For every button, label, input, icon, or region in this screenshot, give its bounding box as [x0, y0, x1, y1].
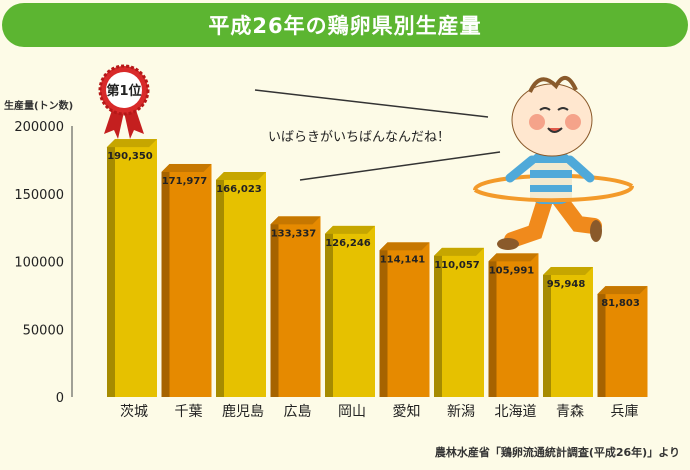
bar-千葉: 171,977: [161, 163, 212, 397]
y-tick-label: 200000: [14, 120, 64, 135]
speech-line-bottom: [299, 151, 501, 181]
x-tick-label: 北海道: [495, 404, 537, 420]
bar-top: [161, 163, 212, 172]
bar-value-label: 105,991: [489, 265, 535, 276]
kid-illustration: [473, 76, 634, 250]
bar-兵庫: 81,803: [597, 286, 648, 397]
bar-front: [224, 172, 266, 397]
bar-front: [169, 163, 212, 397]
kid-leg-back: [504, 192, 553, 248]
bar-value-label: 126,246: [325, 238, 371, 249]
kid-eye-right: [557, 107, 569, 111]
badge-ribbon-right: [124, 110, 144, 139]
bar-top: [325, 225, 375, 234]
bar-top: [107, 139, 157, 148]
kid-eye-left: [539, 107, 551, 111]
speech-text: いばらきがいちばんなんだね！: [268, 130, 450, 145]
hula-hoop-front: [473, 185, 634, 203]
bar-side: [434, 247, 442, 397]
y-tick-label: 150000: [14, 188, 64, 203]
bar-top: [216, 172, 266, 181]
speech-line-top: [254, 89, 489, 118]
bar-top: [434, 247, 484, 256]
x-tick-label: 兵庫: [611, 403, 639, 420]
bars-group: 190,350 171,977 166,023 133,337 126,246 114,1…: [107, 139, 648, 397]
kid-hair: [528, 76, 578, 93]
kid-arm-right: [565, 155, 595, 183]
first-place-badge: 第1位: [98, 64, 150, 139]
bar-value-label: 133,337: [271, 228, 317, 239]
bar-top: [597, 286, 648, 295]
kid-mouth: [547, 127, 563, 133]
x-tick-label: 広島: [284, 404, 312, 420]
bar-side: [270, 216, 279, 397]
x-tick-label: 千葉: [175, 404, 203, 420]
bar-side: [325, 225, 333, 397]
x-tick-label: 愛知: [393, 403, 421, 420]
bar-front: [551, 266, 593, 397]
bar-新潟: 110,057: [434, 247, 484, 397]
bar-front: [278, 216, 321, 397]
bar-side: [488, 253, 497, 397]
bar-front: [333, 225, 375, 397]
x-tick-label: 青森: [556, 404, 584, 420]
x-tick-label: 新潟: [447, 404, 475, 420]
bar-鹿児島: 166,023: [216, 172, 266, 397]
x-tick-label: 茨城: [120, 404, 148, 420]
bar-愛知: 114,141: [379, 242, 430, 397]
badge-label: 第1位: [106, 83, 141, 99]
y-tick-label: 50000: [23, 323, 64, 338]
bar-value-label: 114,141: [380, 254, 426, 265]
bar-岡山: 126,246: [325, 225, 375, 397]
bar-茨城: 190,350: [107, 139, 157, 397]
kid-shirt-stripe-2: [530, 178, 572, 185]
bar-top: [270, 216, 321, 225]
bar-side: [543, 266, 551, 397]
bar-value-label: 190,350: [107, 151, 153, 162]
bar-広島: 133,337: [270, 216, 321, 397]
kid-arm-left: [505, 155, 537, 183]
bar-top: [488, 253, 539, 262]
bar-side: [379, 242, 388, 397]
bar-front: [605, 286, 648, 397]
bar-value-label: 110,057: [434, 260, 480, 271]
y-axis-ticks: 0 50000 100000 150000 200000: [14, 120, 64, 406]
y-tick-label: 0: [56, 391, 64, 406]
x-tick-label: 鹿児島: [222, 403, 264, 420]
bar-side: [161, 163, 170, 397]
bar-top: [543, 266, 593, 275]
bar-front: [496, 253, 539, 397]
bar-side: [216, 172, 224, 397]
kid-shoe-front: [590, 220, 602, 242]
bar-side: [597, 286, 606, 397]
bar-value-label: 166,023: [216, 184, 262, 195]
kid-shoe-back: [497, 238, 519, 250]
bar-北海道: 105,991: [488, 253, 539, 397]
x-axis-labels: 茨城 千葉 鹿児島 広島 岡山 愛知 新潟 北海道 青森 兵庫: [120, 403, 639, 420]
y-axis-label: 生産量(トン数): [4, 99, 73, 112]
bar-青森: 95,948: [543, 266, 593, 397]
bar-top: [379, 242, 430, 251]
y-tick-label: 100000: [14, 256, 64, 271]
badge-center: [106, 72, 142, 108]
kid-cheek-left: [529, 114, 545, 130]
kid-leg-front: [552, 192, 602, 234]
chart-title: 平成26年の鶏卵県別生産量: [2, 3, 688, 47]
bar-front: [387, 242, 430, 397]
kid-shirt-stripe-1: [530, 163, 572, 170]
source-note: 農林水産省「鶏卵流通統計調査(平成26年)」より: [434, 446, 680, 459]
kid-shirt-stripe-3: [530, 192, 572, 199]
bar-value-label: 81,803: [601, 298, 640, 309]
x-tick-label: 岡山: [338, 404, 366, 420]
bar-side: [107, 139, 115, 397]
bar-value-label: 171,977: [162, 176, 208, 187]
bar-value-label: 95,948: [547, 279, 586, 290]
bar-front: [115, 139, 157, 397]
bar-front: [442, 247, 484, 397]
kid-cheek-right: [565, 114, 581, 130]
badge-ribbon-left: [104, 110, 124, 139]
